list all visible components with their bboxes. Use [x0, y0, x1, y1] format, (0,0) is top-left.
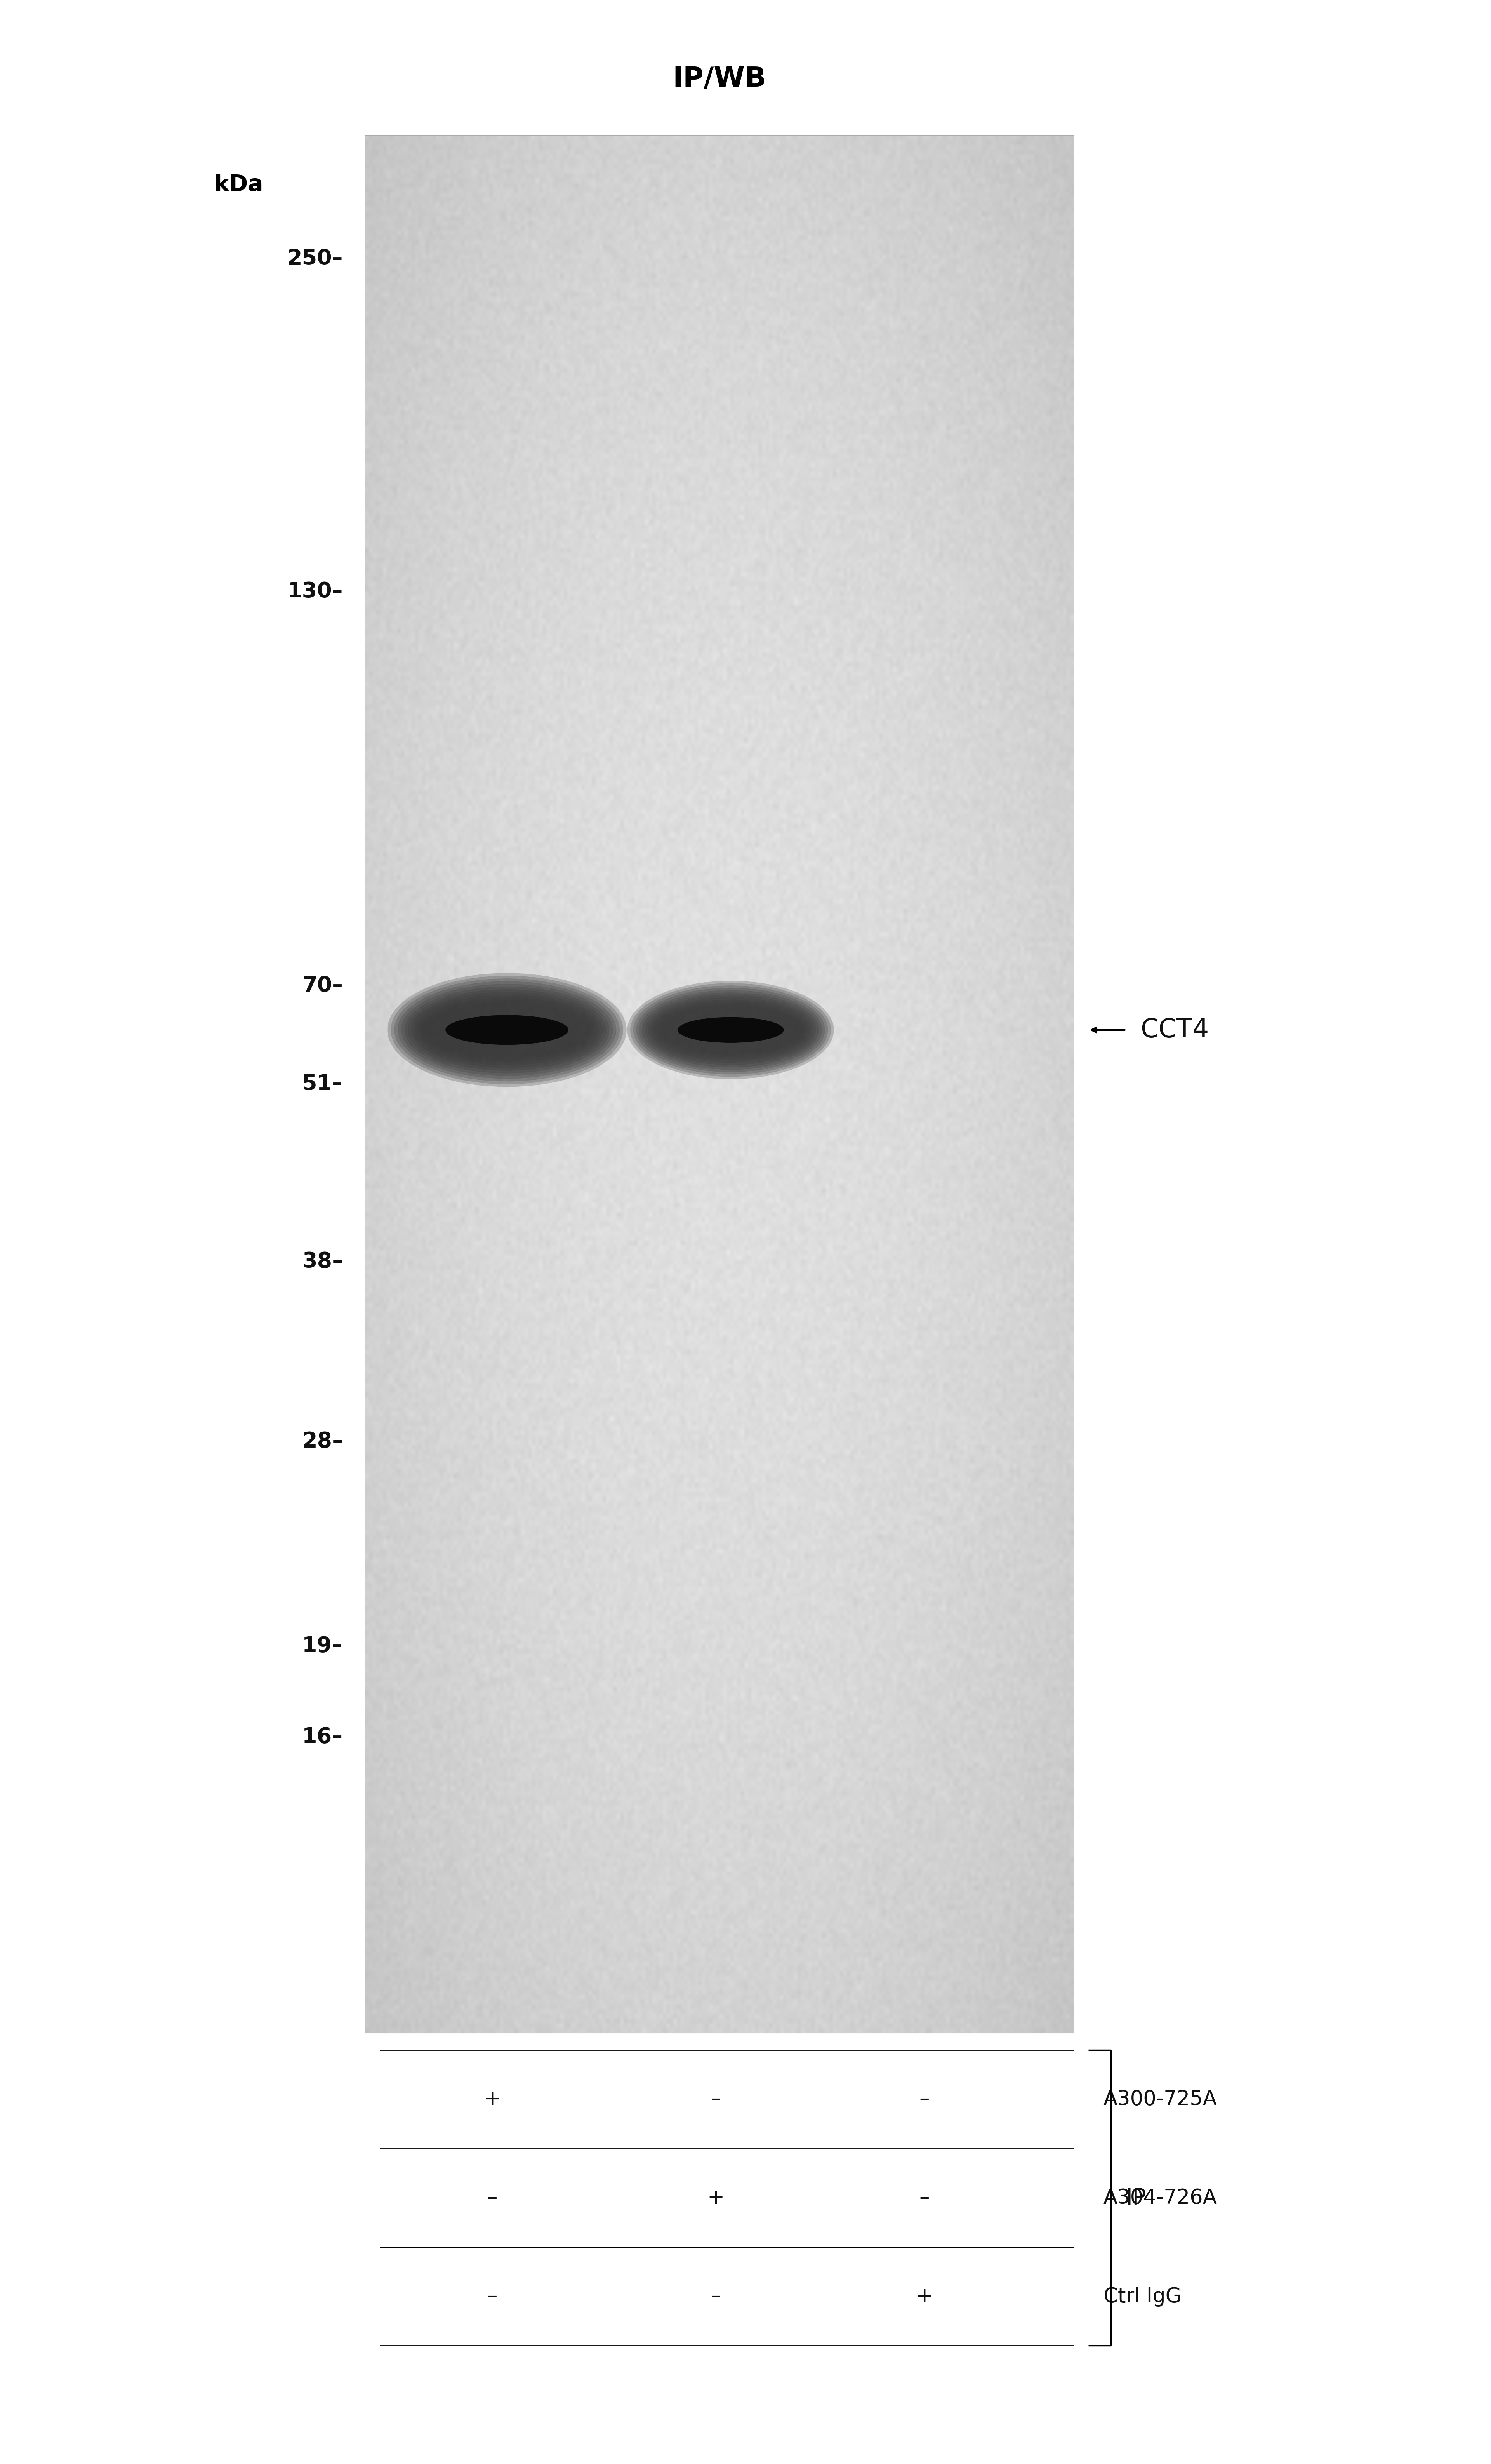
Text: Ctrl IgG: Ctrl IgG [1103, 2287, 1181, 2306]
Text: +: + [915, 2287, 933, 2306]
Ellipse shape [646, 995, 816, 1064]
Text: 28–: 28– [303, 1432, 343, 1451]
Text: A304-726A: A304-726A [1103, 2188, 1217, 2208]
Text: IP/WB: IP/WB [672, 67, 766, 91]
Ellipse shape [388, 973, 626, 1087]
Text: +: + [483, 2089, 501, 2109]
Ellipse shape [409, 991, 605, 1069]
Text: –: – [920, 2089, 929, 2109]
Text: CCT4: CCT4 [1141, 1018, 1209, 1042]
Text: 38–: 38– [303, 1252, 343, 1271]
Ellipse shape [631, 983, 830, 1077]
Text: 51–: 51– [303, 1074, 343, 1094]
Ellipse shape [394, 978, 620, 1082]
Ellipse shape [446, 1015, 568, 1045]
Ellipse shape [401, 983, 613, 1077]
Ellipse shape [677, 1018, 784, 1042]
Ellipse shape [643, 993, 819, 1067]
Text: 19–: 19– [303, 1636, 343, 1656]
Text: kDa: kDa [213, 175, 264, 195]
Text: IP: IP [1126, 2188, 1147, 2208]
Text: 130–: 130– [288, 582, 343, 601]
Ellipse shape [412, 993, 602, 1067]
Text: –: – [488, 2188, 497, 2208]
Ellipse shape [391, 976, 623, 1084]
Text: 250–: 250– [288, 249, 343, 269]
Ellipse shape [637, 988, 825, 1072]
Ellipse shape [398, 981, 616, 1079]
Text: A300-725A: A300-725A [1103, 2089, 1217, 2109]
Bar [365, 136, 1074, 2033]
Text: –: – [711, 2287, 720, 2306]
Text: +: + [707, 2188, 725, 2208]
Text: 16–: 16– [303, 1727, 343, 1747]
Text: –: – [488, 2287, 497, 2306]
Text: –: – [711, 2089, 720, 2109]
Text: –: – [920, 2188, 929, 2208]
Ellipse shape [404, 986, 610, 1074]
Ellipse shape [634, 986, 828, 1074]
Ellipse shape [414, 995, 599, 1064]
Text: 70–: 70– [303, 976, 343, 995]
Ellipse shape [628, 981, 833, 1079]
Ellipse shape [640, 991, 822, 1069]
Ellipse shape [649, 998, 813, 1062]
Ellipse shape [652, 1000, 810, 1060]
